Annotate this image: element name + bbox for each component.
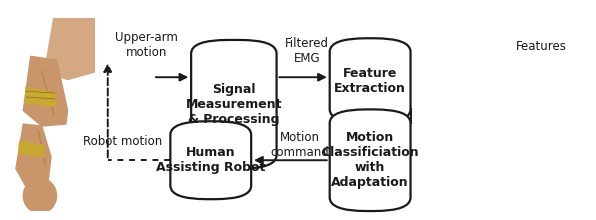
FancyBboxPatch shape [330, 109, 411, 211]
Polygon shape [25, 87, 55, 107]
Ellipse shape [23, 178, 57, 213]
Polygon shape [45, 18, 95, 80]
FancyBboxPatch shape [191, 40, 277, 169]
Polygon shape [16, 124, 51, 192]
Text: Motion
Classificiation
with
Adaptation: Motion Classificiation with Adaptation [321, 131, 419, 189]
Text: Feature
Extraction: Feature Extraction [334, 67, 406, 95]
Text: Features: Features [516, 40, 566, 53]
Text: Signal
Measurement
& Processing: Signal Measurement & Processing [185, 83, 282, 126]
Text: Robot motion: Robot motion [83, 135, 162, 148]
FancyBboxPatch shape [170, 121, 251, 199]
Text: Upper-arm
motion: Upper-arm motion [114, 31, 178, 59]
Polygon shape [23, 56, 68, 126]
Text: Human
Assisting Robot: Human Assisting Robot [156, 146, 265, 174]
Text: Motion
command: Motion command [271, 131, 329, 159]
Text: Filtered
EMG: Filtered EMG [285, 37, 329, 64]
FancyBboxPatch shape [330, 38, 411, 123]
Polygon shape [18, 141, 45, 157]
